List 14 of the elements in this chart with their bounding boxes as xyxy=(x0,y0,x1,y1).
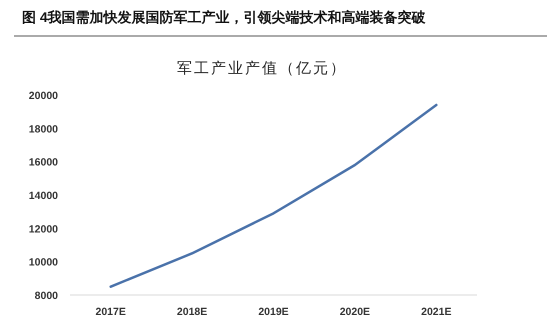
x-tick-label: 2020E xyxy=(340,306,370,318)
x-tick-label: 2018E xyxy=(176,306,208,318)
x-tick-label: 2021E xyxy=(421,306,452,318)
y-tick-label: 18000 xyxy=(28,123,58,136)
title: 图 4我国需加快发展国防军工产业，引领尖端技术和高端装备突破 xyxy=(22,9,426,25)
x-tick-label: 2019E xyxy=(258,306,289,318)
subtitle: 军工产业产值（亿元） xyxy=(177,61,347,77)
y-tick-label: 12000 xyxy=(28,223,58,236)
y-tick-label: 8000 xyxy=(34,290,58,302)
y-tick-label: 10000 xyxy=(28,256,58,269)
y-tick-label: 20000 xyxy=(28,90,58,102)
y-tick-label: 14000 xyxy=(28,190,58,202)
x-tick-label: 2017E xyxy=(96,306,126,318)
y-tick-label: 16000 xyxy=(28,156,58,169)
